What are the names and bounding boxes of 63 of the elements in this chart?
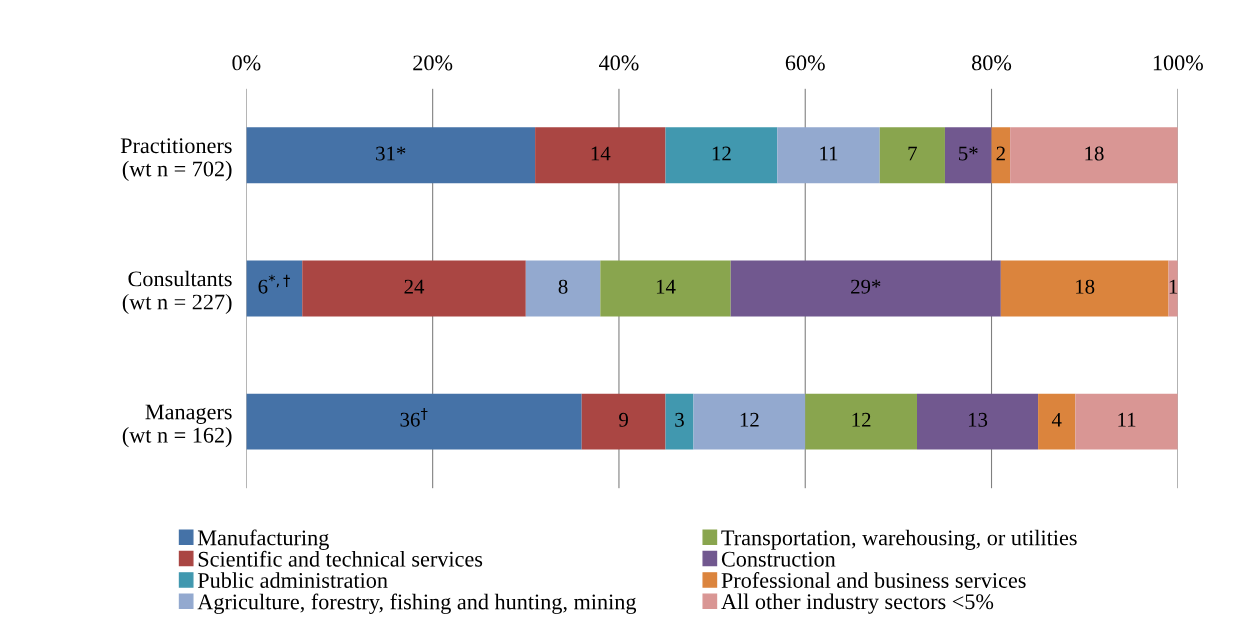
data-label: 8: [558, 279, 568, 294]
x-tick-label: 40%: [599, 55, 639, 71]
bar: [1168, 260, 1178, 317]
bar: [246, 260, 303, 317]
data-label: 18: [1085, 146, 1104, 161]
legend-label: Manufacturing: [197, 529, 329, 550]
data-label: 3: [675, 412, 684, 427]
data-label: 7: [908, 146, 917, 161]
bar: [535, 127, 666, 184]
data-label: 9: [619, 412, 628, 427]
bar: [693, 393, 806, 450]
data-label: 31*: [376, 146, 406, 161]
data-label: 14: [591, 146, 611, 161]
bar: [805, 393, 918, 450]
data-label: 14: [656, 279, 676, 294]
bar: [1038, 393, 1076, 450]
legend-label: Professional and business services: [721, 572, 1026, 588]
bar: [917, 393, 1039, 450]
legend-label: Public administration: [197, 572, 388, 588]
bar: [1010, 127, 1178, 184]
data-label: 1: [1169, 279, 1178, 294]
legend-label: All other industry sectors <5%: [721, 593, 994, 614]
data-label: 6$^{*,†}$: [258, 274, 290, 294]
bar: [1000, 260, 1169, 317]
data-label: 4: [1051, 412, 1062, 427]
bar: [665, 127, 778, 184]
x-tick-label: 60%: [785, 55, 825, 71]
x-tick-label: 100%: [1153, 55, 1203, 71]
bar: [777, 127, 880, 184]
data-label: 12: [712, 146, 731, 161]
bar: [1075, 393, 1178, 450]
data-label: 24: [404, 279, 425, 294]
y-tick-label: Consultants (wt n = 227): [122, 270, 232, 315]
data-label: 29*: [851, 279, 881, 294]
bar: [600, 260, 731, 317]
bar: [730, 260, 1001, 317]
legend-label: Scientific and technical services: [198, 550, 483, 567]
legend-label: Transportation, warehousing, or utilities: [721, 529, 1077, 550]
data-label: 13: [968, 412, 988, 427]
bar: [246, 393, 582, 450]
x-tick-label: 20%: [413, 55, 453, 71]
data-label: 12: [740, 412, 759, 427]
data-label: 11: [820, 146, 838, 161]
data-label: 12: [852, 412, 871, 427]
bar: [246, 127, 536, 184]
legend-label: Agriculture, forestry, fishing and hunting, mining: [197, 593, 637, 614]
y-tick-label: Practitioners (wt n = 702): [120, 138, 232, 181]
data-label: 5*: [959, 146, 978, 161]
data-label: 2: [996, 146, 1005, 161]
x-tick-label: 0%: [232, 55, 261, 71]
bar: [991, 127, 1011, 184]
x-tick-label: 80%: [972, 55, 1012, 71]
bar: [665, 393, 694, 450]
bar: [581, 393, 666, 450]
bar: [525, 260, 601, 317]
bar: [879, 127, 945, 184]
y-tick-label: Managers (wt n = 162): [122, 404, 232, 448]
bar: [302, 260, 526, 317]
legend-label: Construction: [721, 551, 836, 567]
bar: [944, 127, 992, 184]
data-label: 36$^{†}$: [400, 407, 428, 427]
data-label: 18: [1076, 279, 1095, 294]
data-label: 11: [1118, 412, 1136, 427]
